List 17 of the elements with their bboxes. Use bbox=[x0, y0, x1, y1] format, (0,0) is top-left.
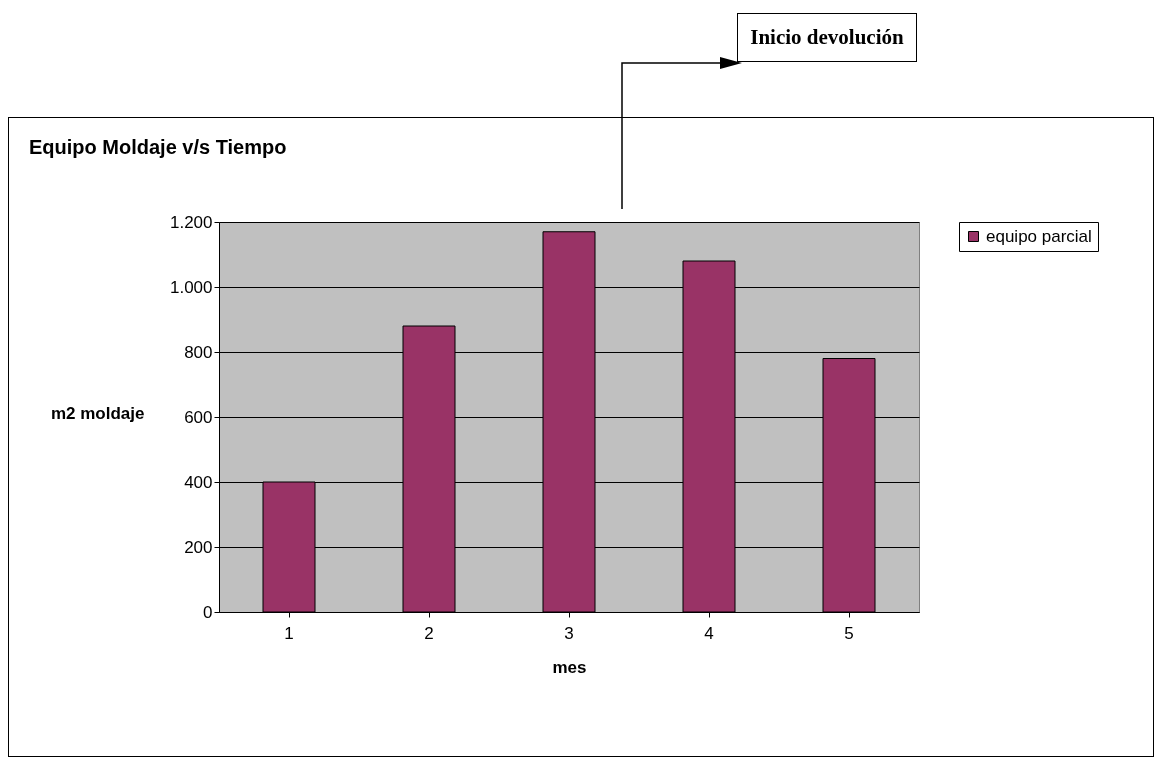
chart-title: Equipo Moldaje v/s Tiempo bbox=[29, 136, 287, 158]
y-tick-label: 0 bbox=[203, 602, 213, 622]
x-tick-label: 2 bbox=[424, 623, 434, 643]
y-tick-label: 200 bbox=[184, 537, 213, 557]
x-tick-label: 5 bbox=[844, 623, 854, 643]
text: Inicio devolución bbox=[737, 13, 917, 62]
y-tick-label: 1.200 bbox=[169, 212, 213, 232]
y-tick-label: 800 bbox=[184, 342, 213, 362]
legend-label: equipo parcial bbox=[986, 226, 1092, 246]
y-tick-label: 600 bbox=[184, 407, 213, 427]
y-tick-label: 1.000 bbox=[169, 277, 213, 297]
x-tick-label: 4 bbox=[704, 623, 714, 643]
x-axis-title: mes bbox=[552, 657, 587, 677]
x-tick-label: 3 bbox=[564, 623, 574, 643]
y-axis-title: m2 moldaje bbox=[50, 403, 145, 423]
y-tick-label: 400 bbox=[184, 472, 213, 492]
x-tick-label: 1 bbox=[284, 623, 294, 643]
